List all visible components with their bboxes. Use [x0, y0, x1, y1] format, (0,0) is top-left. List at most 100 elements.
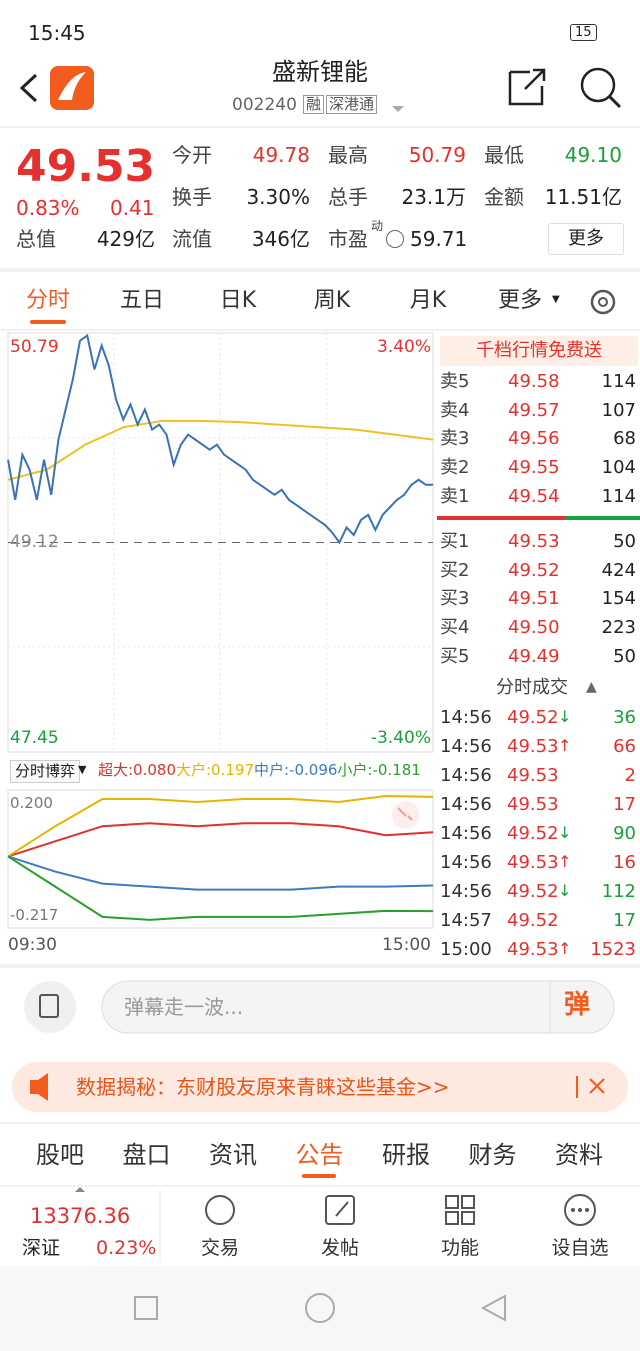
float-label: 流值: [172, 227, 212, 251]
field-value: 50.79: [408, 143, 466, 167]
x-tick-label: 09:30: [8, 935, 57, 955]
x-tick-label: 15:00: [382, 935, 431, 955]
book-volume: 68: [613, 428, 636, 450]
flow-tick-label: -0.217: [10, 906, 59, 924]
trade-volume: 17: [613, 910, 636, 931]
comment-input[interactable]: 弹幕走一波...: [124, 995, 244, 1019]
book-volume: 114: [601, 371, 636, 392]
trade-time: 15:00: [440, 939, 492, 960]
book-label: 买4: [440, 617, 470, 639]
field-value: 49.78: [252, 143, 310, 167]
book-price: 49.58: [508, 371, 560, 392]
trade-volume: 1523: [590, 939, 636, 960]
float-value: 346亿: [251, 227, 310, 251]
banner-text[interactable]: 数据揭秘：东财股友原来青睐这些基金>>: [76, 1075, 450, 1099]
y-tick-label: 50.79: [10, 337, 59, 357]
trades-arrow: ▲: [586, 679, 597, 695]
stock-title: 盛新锂能: [272, 58, 368, 86]
book-divider-sell: [437, 516, 565, 520]
book-divider-buy: [565, 516, 640, 520]
field-label: 今开: [172, 143, 212, 167]
tags: 融深港通: [303, 95, 379, 114]
trade-price: 49.52: [507, 823, 559, 844]
trade-volume: 112: [601, 881, 636, 902]
book-label: 卖4: [440, 399, 470, 421]
book-volume: 104: [601, 457, 636, 479]
price-line: [7, 333, 433, 545]
book-price: 49.50: [508, 617, 560, 639]
danmu-button[interactable]: 弹: [564, 990, 591, 1020]
tab[interactable]: 月K: [409, 288, 447, 313]
section-tab[interactable]: 盘口: [122, 1141, 171, 1169]
pe-sup: 动: [371, 219, 384, 233]
index-value: 13376.36: [30, 1204, 131, 1228]
section-tab[interactable]: 资料: [555, 1141, 603, 1169]
book-volume: 154: [601, 588, 636, 610]
book-volume: 50: [613, 531, 636, 552]
flow-line: [7, 855, 434, 921]
tab[interactable]: 更多: [497, 288, 542, 313]
index-pct: 0.23%: [96, 1237, 157, 1259]
flow-line: [7, 822, 434, 858]
book-title: 千档行情免费送: [440, 336, 638, 366]
book-label: 卖3: [440, 428, 470, 450]
nav-item[interactable]: 功能: [440, 1237, 479, 1259]
more-button[interactable]: 更多: [548, 223, 624, 255]
nav-item[interactable]: 发帖: [320, 1237, 359, 1259]
tab[interactable]: 周K: [313, 288, 351, 313]
section-tab[interactable]: 财务: [468, 1141, 517, 1169]
book-volume: 114: [601, 485, 636, 507]
field-value: 11.51亿: [544, 185, 622, 209]
prev-close-label: 49.12: [10, 531, 59, 552]
section-tab[interactable]: 资讯: [209, 1141, 257, 1169]
trade-volume: 90: [613, 823, 636, 844]
stock-code: 002240: [232, 95, 297, 115]
legend-entry: 小户:-0.181: [337, 761, 421, 779]
tab[interactable]: 日K: [219, 288, 257, 313]
total-label: 总值: [16, 227, 56, 251]
book-label: 买5: [440, 645, 470, 667]
trade-volume: 2: [624, 765, 636, 786]
section-tab[interactable]: 公告: [295, 1141, 344, 1169]
field-label: 最低: [484, 143, 524, 167]
trade-price: 49.53: [507, 736, 559, 757]
nav-item[interactable]: 交易: [200, 1237, 239, 1259]
trade-time: 14:56: [440, 823, 492, 844]
book-label: 卖5: [440, 371, 470, 392]
book-price: 49.52: [508, 559, 560, 581]
trade-time: 14:56: [440, 881, 492, 902]
field-label: 金额: [484, 185, 524, 209]
trade-arrow: ↑: [558, 939, 572, 958]
flow-line: [7, 855, 434, 891]
legend-entry: 中户:-0.096: [254, 761, 338, 779]
book-label: 买1: [440, 531, 470, 552]
y2-tick-label: -3.40%: [370, 728, 431, 748]
tab[interactable]: 分时: [25, 288, 70, 313]
field-value: 3.30%: [246, 185, 310, 209]
trade-price: 49.53: [507, 765, 559, 786]
change-pct: 0.83%: [16, 196, 80, 220]
book-price: 49.56: [508, 428, 560, 450]
section-tab[interactable]: 研报: [382, 1141, 430, 1169]
pe-label: 市盈: [328, 227, 368, 251]
trade-time: 14:56: [440, 707, 492, 728]
tab[interactable]: 五日: [119, 288, 164, 313]
book-label: 卖1: [440, 485, 470, 507]
trade-time: 14:56: [440, 765, 492, 786]
battery: 15: [570, 24, 597, 41]
trade-price: 49.52: [507, 910, 559, 931]
trade-time: 14:56: [440, 852, 492, 873]
field-label: 总手: [328, 185, 368, 209]
index-name: 深证: [22, 1237, 61, 1259]
trade-volume: 17: [613, 794, 636, 815]
nav-item[interactable]: 设自选: [551, 1237, 609, 1259]
y-tick-label: 47.45: [10, 728, 59, 748]
legend-entry: 超大:0.080: [98, 761, 176, 779]
y2-tick-label: 3.40%: [376, 337, 431, 357]
field-value: 49.10: [564, 143, 622, 167]
section-tab[interactable]: 股吧: [36, 1141, 84, 1169]
book-price: 49.57: [508, 399, 560, 421]
trade-time: 14:56: [440, 736, 492, 757]
trade-price: 49.53: [507, 794, 559, 815]
book-label: 买3: [440, 588, 470, 610]
